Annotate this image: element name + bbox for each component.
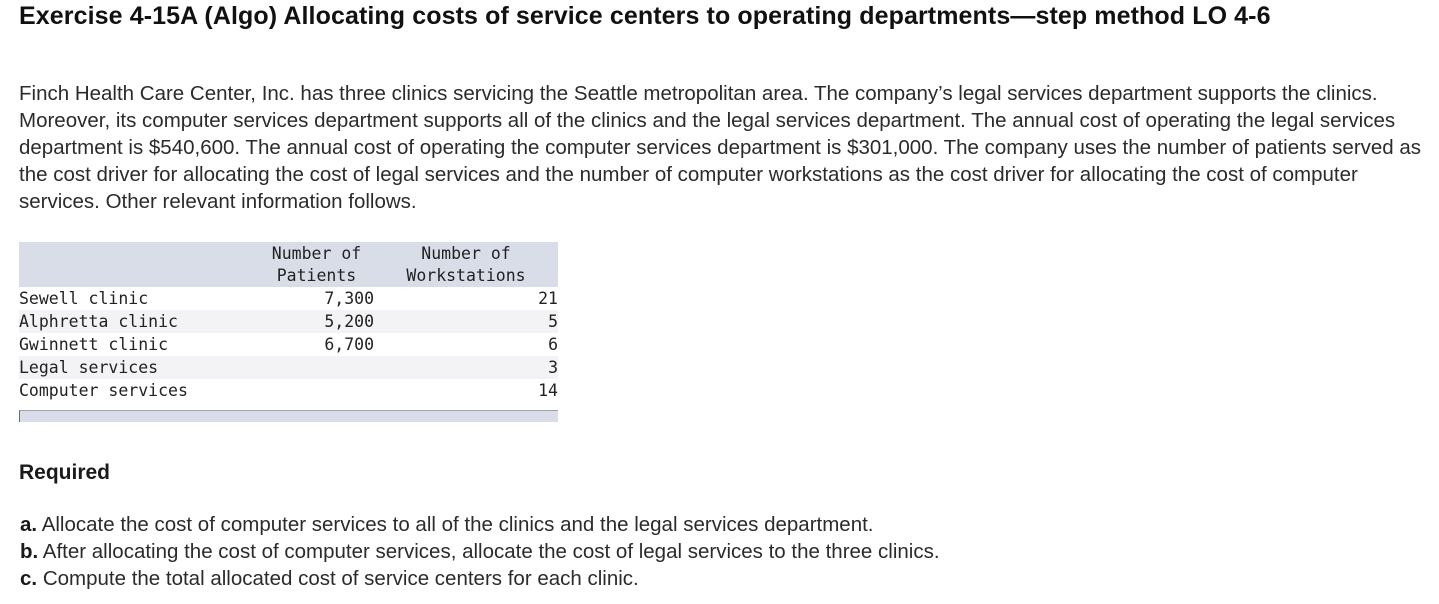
table-footer-bar [19,410,558,422]
item-letter: b. [20,540,39,563]
required-heading: Required [19,461,111,484]
header-workstations-line2: Workstations [406,266,526,285]
item-letter: c. [20,567,38,590]
row-workstations: 6 [548,335,558,354]
table-row: Computer services 14 [19,379,558,402]
row-patients: 7,300 [324,289,374,308]
item-text: Compute the total allocated cost of serv… [42,567,639,590]
item-text: After allocating the cost of computer se… [42,540,940,563]
row-label: Sewell clinic [19,289,149,308]
item-letter: a. [20,513,38,536]
intro-paragraph: Finch Health Care Center, Inc. has three… [19,82,1422,213]
row-patients: 6,700 [324,335,374,354]
row-label: Computer services [19,381,188,400]
item-text: Allocate the cost of computer services t… [41,513,874,536]
page-title: Exercise 4-15A (Algo) Allocating costs o… [19,2,1271,30]
table-header-row: Number of Patients Number of Workstation… [19,242,558,287]
row-label: Gwinnett clinic [19,335,169,354]
table-row: Sewell clinic 7,300 21 [19,287,558,310]
cost-driver-table: Number of Patients Number of Workstation… [19,242,558,422]
header-workstations: Number of Workstations [374,242,558,287]
row-workstations: 14 [538,381,558,400]
row-workstations: 21 [538,289,558,308]
header-blank [19,242,259,287]
data-table: Number of Patients Number of Workstation… [19,242,558,402]
list-item: c. Compute the total allocated cost of s… [20,565,940,592]
row-patients [259,379,374,402]
required-list: a. Allocate the cost of computer service… [20,511,940,592]
row-workstations: 3 [548,358,558,377]
table-row: Gwinnett clinic 6,700 6 [19,333,558,356]
row-workstations: 5 [548,312,558,331]
header-patients: Number of Patients [259,242,374,287]
row-patients [259,356,374,379]
row-patients: 5,200 [324,312,374,331]
list-item: a. Allocate the cost of computer service… [20,511,940,538]
row-label: Legal services [19,358,159,377]
header-patients-line2: Patients [276,266,357,285]
problem-description: Finch Health Care Center, Inc. has three… [19,80,1431,215]
table-row: Alphretta clinic 5,200 5 [19,310,558,333]
row-label: Alphretta clinic [19,312,178,331]
list-item: b. After allocating the cost of computer… [20,538,940,565]
header-patients-line1: Number of [271,244,362,263]
header-workstations-line1: Number of [421,244,511,263]
table-row: Legal services 3 [19,356,558,379]
